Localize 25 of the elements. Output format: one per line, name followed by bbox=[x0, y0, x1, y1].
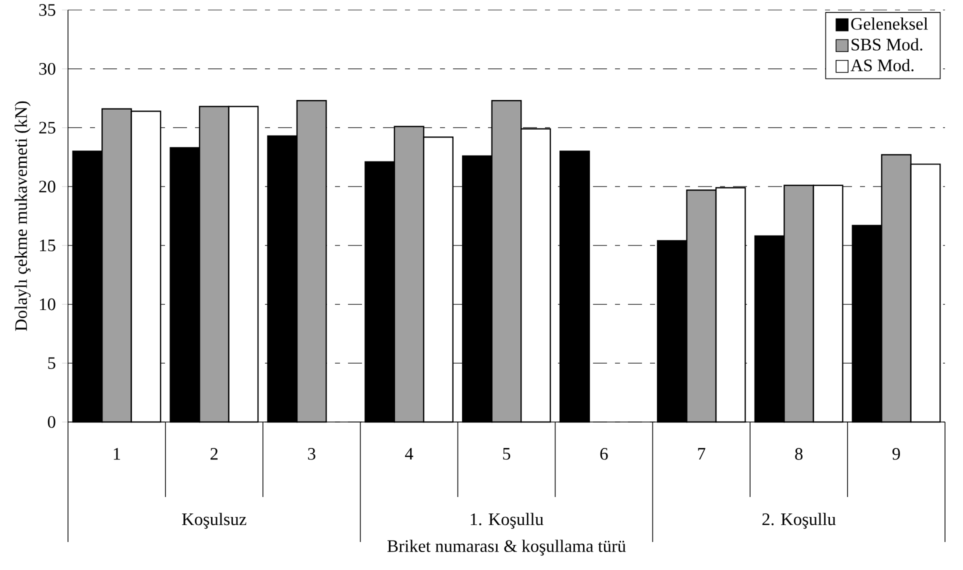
y-tick-label: 5 bbox=[48, 357, 56, 369]
x-axis-title: Briket numarası & koşullama türü bbox=[387, 540, 626, 556]
y-tick-label: 0 bbox=[48, 416, 56, 428]
x-tick-label: 9 bbox=[892, 448, 900, 460]
y-axis-title: Dolaylı çekme mukavemeti (kN) bbox=[14, 101, 31, 331]
y-tick-label: 20 bbox=[39, 180, 56, 192]
text: Koşulsuz bbox=[182, 512, 246, 529]
text: 1. Koşullu bbox=[470, 512, 544, 529]
legend-label: AS Mod. bbox=[850, 58, 914, 72]
x-tick-label: 3 bbox=[308, 448, 316, 460]
y-tick-label: 25 bbox=[39, 122, 56, 134]
x-tick-label: 5 bbox=[503, 448, 510, 460]
x-tick-label: 4 bbox=[405, 448, 414, 460]
text: 2. Koşullu bbox=[762, 512, 836, 529]
legend-label: Geleneksel bbox=[851, 17, 928, 30]
y-tick-label: 10 bbox=[40, 298, 56, 310]
x-tick-label: 6 bbox=[600, 448, 608, 460]
y-tick-label: 30 bbox=[39, 62, 56, 75]
y-tick-label: 35 bbox=[39, 4, 56, 16]
x-tick-label: 2 bbox=[210, 448, 218, 460]
x-tick-label: 1 bbox=[114, 448, 120, 460]
x-tick-label: 8 bbox=[795, 448, 803, 460]
y-tick-label: 15 bbox=[40, 240, 56, 252]
x-tick-label: 7 bbox=[698, 448, 706, 460]
legend-label: SBS Mod. bbox=[852, 38, 922, 51]
